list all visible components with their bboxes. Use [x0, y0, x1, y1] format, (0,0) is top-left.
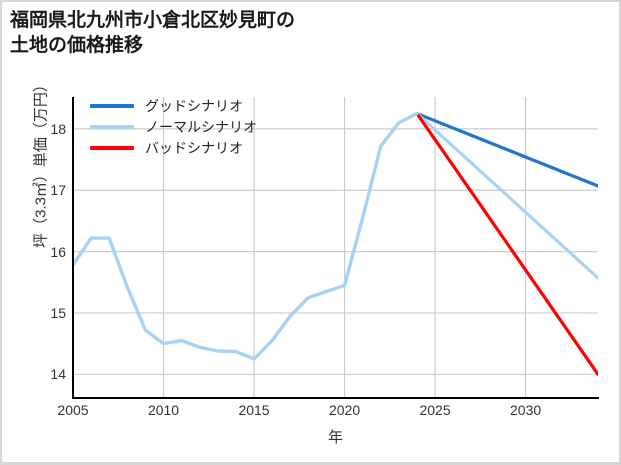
- plot-area: [73, 97, 598, 397]
- y-tick-label: 14: [50, 366, 66, 383]
- chart-legend: グッドシナリオ ノーマルシナリオ バッドシナリオ: [90, 95, 320, 158]
- y-tick-label: 15: [50, 304, 66, 321]
- x-tick-label: 2005: [57, 402, 89, 418]
- x-tick-label: 2030: [510, 402, 542, 418]
- legend-item[interactable]: ノーマルシナリオ: [90, 116, 320, 137]
- y-tick-label: 16: [50, 243, 66, 260]
- x-tick-label: 2010: [147, 402, 180, 418]
- x-axis-spine: [72, 397, 599, 399]
- x-tick-label: 2015: [238, 402, 270, 418]
- legend-swatch-icon: [90, 103, 134, 108]
- legend-label: バッドシナリオ: [145, 139, 243, 156]
- legend-item[interactable]: グッドシナリオ: [90, 95, 320, 116]
- x-axis-ticks: 2005 2010 2015 2020 2025 2030: [57, 402, 621, 426]
- plot-svg: [73, 97, 598, 397]
- gridlines: [73, 97, 598, 397]
- legend-label: ノーマルシナリオ: [145, 118, 257, 135]
- x-axis-label: 年: [327, 429, 343, 446]
- y-tick-label: 17: [50, 182, 66, 199]
- y-axis-ticks: 14 15 16 17 18: [10, 97, 66, 397]
- y-tick-label: 18: [50, 120, 66, 137]
- x-tick-label: 2025: [419, 402, 451, 418]
- y-axis-spine: [72, 97, 74, 399]
- series-lines: [73, 111, 598, 376]
- legend-swatch-icon: [90, 145, 134, 150]
- chart-title: 福岡県北九州市小倉北区妙見町の 土地の価格推移: [10, 10, 296, 57]
- x-tick-label: 2020: [328, 402, 361, 418]
- y-axis-label: 坪（3.3㎡）単価（万円）: [32, 77, 50, 248]
- legend-label: グッドシナリオ: [145, 97, 243, 114]
- legend-item[interactable]: バッドシナリオ: [90, 137, 320, 158]
- legend-swatch-icon: [90, 124, 134, 129]
